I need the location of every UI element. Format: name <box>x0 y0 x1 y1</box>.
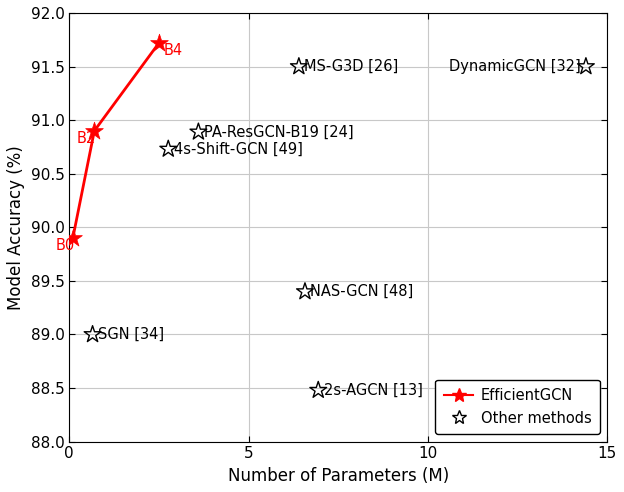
Point <box>89 127 99 135</box>
Text: B2: B2 <box>77 131 96 146</box>
Point <box>68 234 78 242</box>
Y-axis label: Model Accuracy (%): Model Accuracy (%) <box>7 145 25 309</box>
Text: DynamicGCN [32]: DynamicGCN [32] <box>449 59 580 74</box>
Text: MS-G3D [26]: MS-G3D [26] <box>305 59 399 74</box>
Text: PA-ResGCN-B19 [24]: PA-ResGCN-B19 [24] <box>204 124 353 139</box>
Text: B4: B4 <box>163 43 182 58</box>
Point <box>193 128 203 136</box>
Legend: EfficientGCN, Other methods: EfficientGCN, Other methods <box>436 379 600 434</box>
Text: 2s-AGCN [13]: 2s-AGCN [13] <box>324 383 422 398</box>
Point <box>313 386 323 394</box>
Text: SGN [34]: SGN [34] <box>98 327 164 342</box>
Point <box>294 62 304 70</box>
Point <box>581 62 591 70</box>
Text: B0: B0 <box>56 238 75 253</box>
Text: 4s-Shift-GCN [49]: 4s-Shift-GCN [49] <box>173 142 303 156</box>
Point <box>163 145 173 153</box>
Point <box>300 288 310 296</box>
Point <box>87 331 97 338</box>
Point <box>154 39 164 47</box>
Text: NAS-GCN [48]: NAS-GCN [48] <box>310 284 414 299</box>
X-axis label: Number of Parameters (M): Number of Parameters (M) <box>228 467 449 485</box>
